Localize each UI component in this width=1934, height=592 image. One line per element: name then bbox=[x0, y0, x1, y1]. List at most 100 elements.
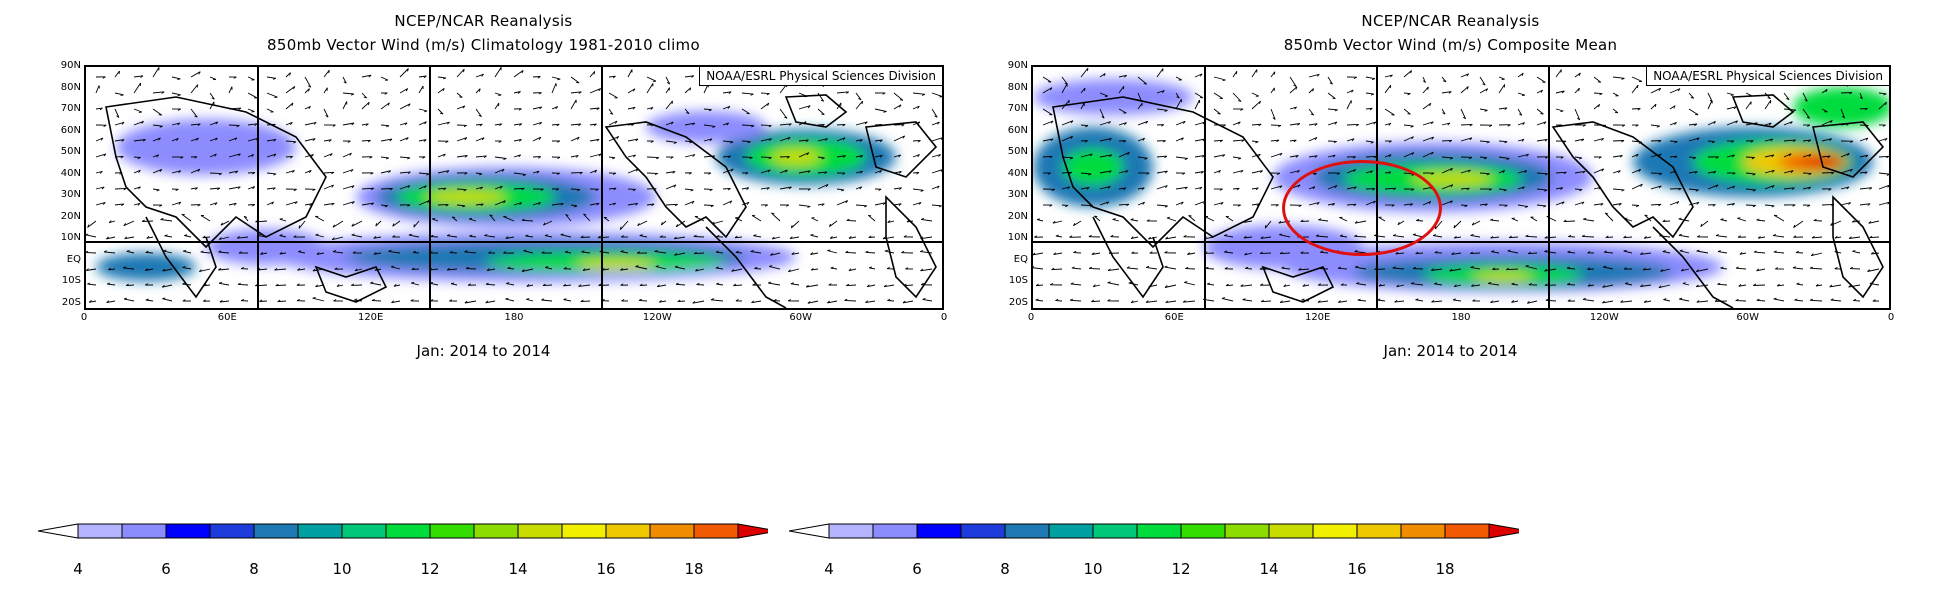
wind-arrow bbox=[468, 218, 477, 222]
wind-arrow bbox=[237, 236, 249, 239]
wind-arrow-head bbox=[260, 252, 264, 255]
wind-arrow bbox=[1840, 186, 1850, 190]
wind-arrow bbox=[570, 204, 578, 207]
wind-arrow-head bbox=[1887, 202, 1889, 205]
wind-arrow bbox=[751, 300, 762, 304]
wind-arrow bbox=[1783, 108, 1796, 111]
wind-arrow-head bbox=[506, 282, 510, 284]
wind-arrow bbox=[1080, 153, 1093, 158]
wind-arrow bbox=[1356, 283, 1367, 286]
wind-arrow bbox=[920, 236, 933, 240]
wind-arrow-head bbox=[1448, 140, 1453, 143]
wind-arrow bbox=[1080, 124, 1089, 127]
wind-arrow bbox=[1365, 76, 1375, 80]
wind-arrow bbox=[817, 92, 824, 102]
wind-arrow bbox=[1812, 236, 1823, 239]
wind-arrow bbox=[1224, 251, 1234, 254]
wind-arrow bbox=[133, 186, 141, 190]
wind-arrow bbox=[1194, 138, 1206, 142]
wind-arrow bbox=[580, 236, 591, 238]
wind-arrow bbox=[1650, 153, 1662, 158]
wind-arrow bbox=[160, 219, 173, 222]
wind-arrow-head bbox=[1582, 297, 1586, 300]
wind-arrow bbox=[209, 187, 220, 190]
wind-arrow bbox=[601, 268, 610, 271]
wind-arrow bbox=[1099, 185, 1111, 190]
wind-arrow-head bbox=[1484, 109, 1488, 112]
wind-arrow-head bbox=[138, 169, 141, 173]
wind-arrow-head bbox=[156, 154, 160, 158]
wind-arrow bbox=[1764, 122, 1772, 126]
wind-arrow-head bbox=[899, 104, 902, 108]
wind-arrow-head bbox=[388, 249, 392, 252]
wind-arrow-head bbox=[233, 202, 237, 206]
wind-arrow bbox=[1395, 252, 1405, 255]
wind-arrow-head bbox=[1695, 189, 1699, 192]
wind-arrow bbox=[475, 88, 481, 94]
wind-arrow bbox=[380, 102, 390, 110]
wind-arrow bbox=[1346, 138, 1355, 142]
wind-arrow-head bbox=[1694, 123, 1698, 127]
wind-arrow-head bbox=[1884, 138, 1888, 141]
wind-arrow bbox=[342, 201, 355, 206]
wind-arrow bbox=[677, 300, 686, 303]
wind-arrow bbox=[220, 220, 230, 226]
wind-arrow bbox=[526, 284, 534, 287]
wind-arrow-head bbox=[1264, 225, 1267, 229]
wind-arrow bbox=[1479, 76, 1486, 86]
wind-arrow-head bbox=[786, 204, 790, 207]
wind-arrow-head bbox=[202, 235, 206, 239]
right-date: Jan: 2014 to 2014 bbox=[1383, 342, 1518, 360]
wind-arrow bbox=[581, 251, 591, 254]
wind-arrow bbox=[532, 170, 540, 174]
wind-arrow bbox=[336, 284, 344, 287]
wind-arrow bbox=[1479, 140, 1490, 143]
wind-arrow bbox=[570, 136, 580, 142]
wind-arrow-head bbox=[200, 250, 204, 253]
colorbar-swatch bbox=[1180, 523, 1226, 539]
wind-arrow-head bbox=[332, 224, 335, 228]
wind-arrow-head bbox=[712, 125, 716, 128]
wind-arrow-head bbox=[161, 91, 165, 94]
wind-arrow-head bbox=[1302, 283, 1306, 287]
wind-arrow bbox=[247, 108, 255, 113]
wind-arrow bbox=[541, 299, 553, 302]
wind-arrow bbox=[868, 236, 876, 239]
wind-arrow bbox=[635, 266, 648, 270]
wind-arrow bbox=[1821, 89, 1828, 94]
wind-arrow bbox=[580, 300, 591, 303]
wind-arrow-head bbox=[203, 283, 207, 287]
wind-arrow bbox=[1811, 252, 1823, 257]
wind-arrow bbox=[703, 108, 712, 111]
wind-arrow-head bbox=[1450, 200, 1453, 204]
wind-arrow bbox=[646, 156, 659, 159]
wind-arrow bbox=[798, 92, 808, 97]
wind-arrow-head bbox=[1658, 153, 1662, 157]
wind-arrow bbox=[665, 140, 677, 143]
wind-arrow-head bbox=[1617, 170, 1621, 174]
wind-arrow-head bbox=[821, 124, 825, 127]
colorbar-swatch bbox=[1092, 523, 1138, 539]
wind-arrow-head bbox=[1864, 108, 1868, 111]
wind-arrow bbox=[1422, 86, 1429, 94]
wind-arrow bbox=[1089, 267, 1101, 270]
wind-arrow bbox=[95, 137, 104, 142]
wind-arrow-head bbox=[121, 139, 125, 142]
wind-arrow bbox=[1644, 214, 1652, 222]
wind-arrow-head bbox=[293, 235, 297, 238]
wind-arrow bbox=[1118, 85, 1125, 94]
wind-arrow-head bbox=[1809, 266, 1814, 269]
wind-arrow-head bbox=[1885, 101, 1887, 106]
wind-arrow-head bbox=[1259, 100, 1261, 105]
lat-label: 60N bbox=[60, 124, 81, 136]
wind-arrow bbox=[164, 235, 173, 238]
wind-arrow-head bbox=[375, 223, 378, 227]
wind-arrow bbox=[464, 251, 477, 254]
wind-arrow bbox=[1175, 76, 1182, 81]
wind-arrow-head bbox=[716, 282, 720, 285]
wind-arrow bbox=[684, 122, 695, 126]
wind-arrow bbox=[351, 220, 363, 227]
wind-arrow bbox=[393, 284, 401, 287]
wind-arrow bbox=[380, 156, 389, 159]
wind-arrow bbox=[560, 234, 572, 238]
